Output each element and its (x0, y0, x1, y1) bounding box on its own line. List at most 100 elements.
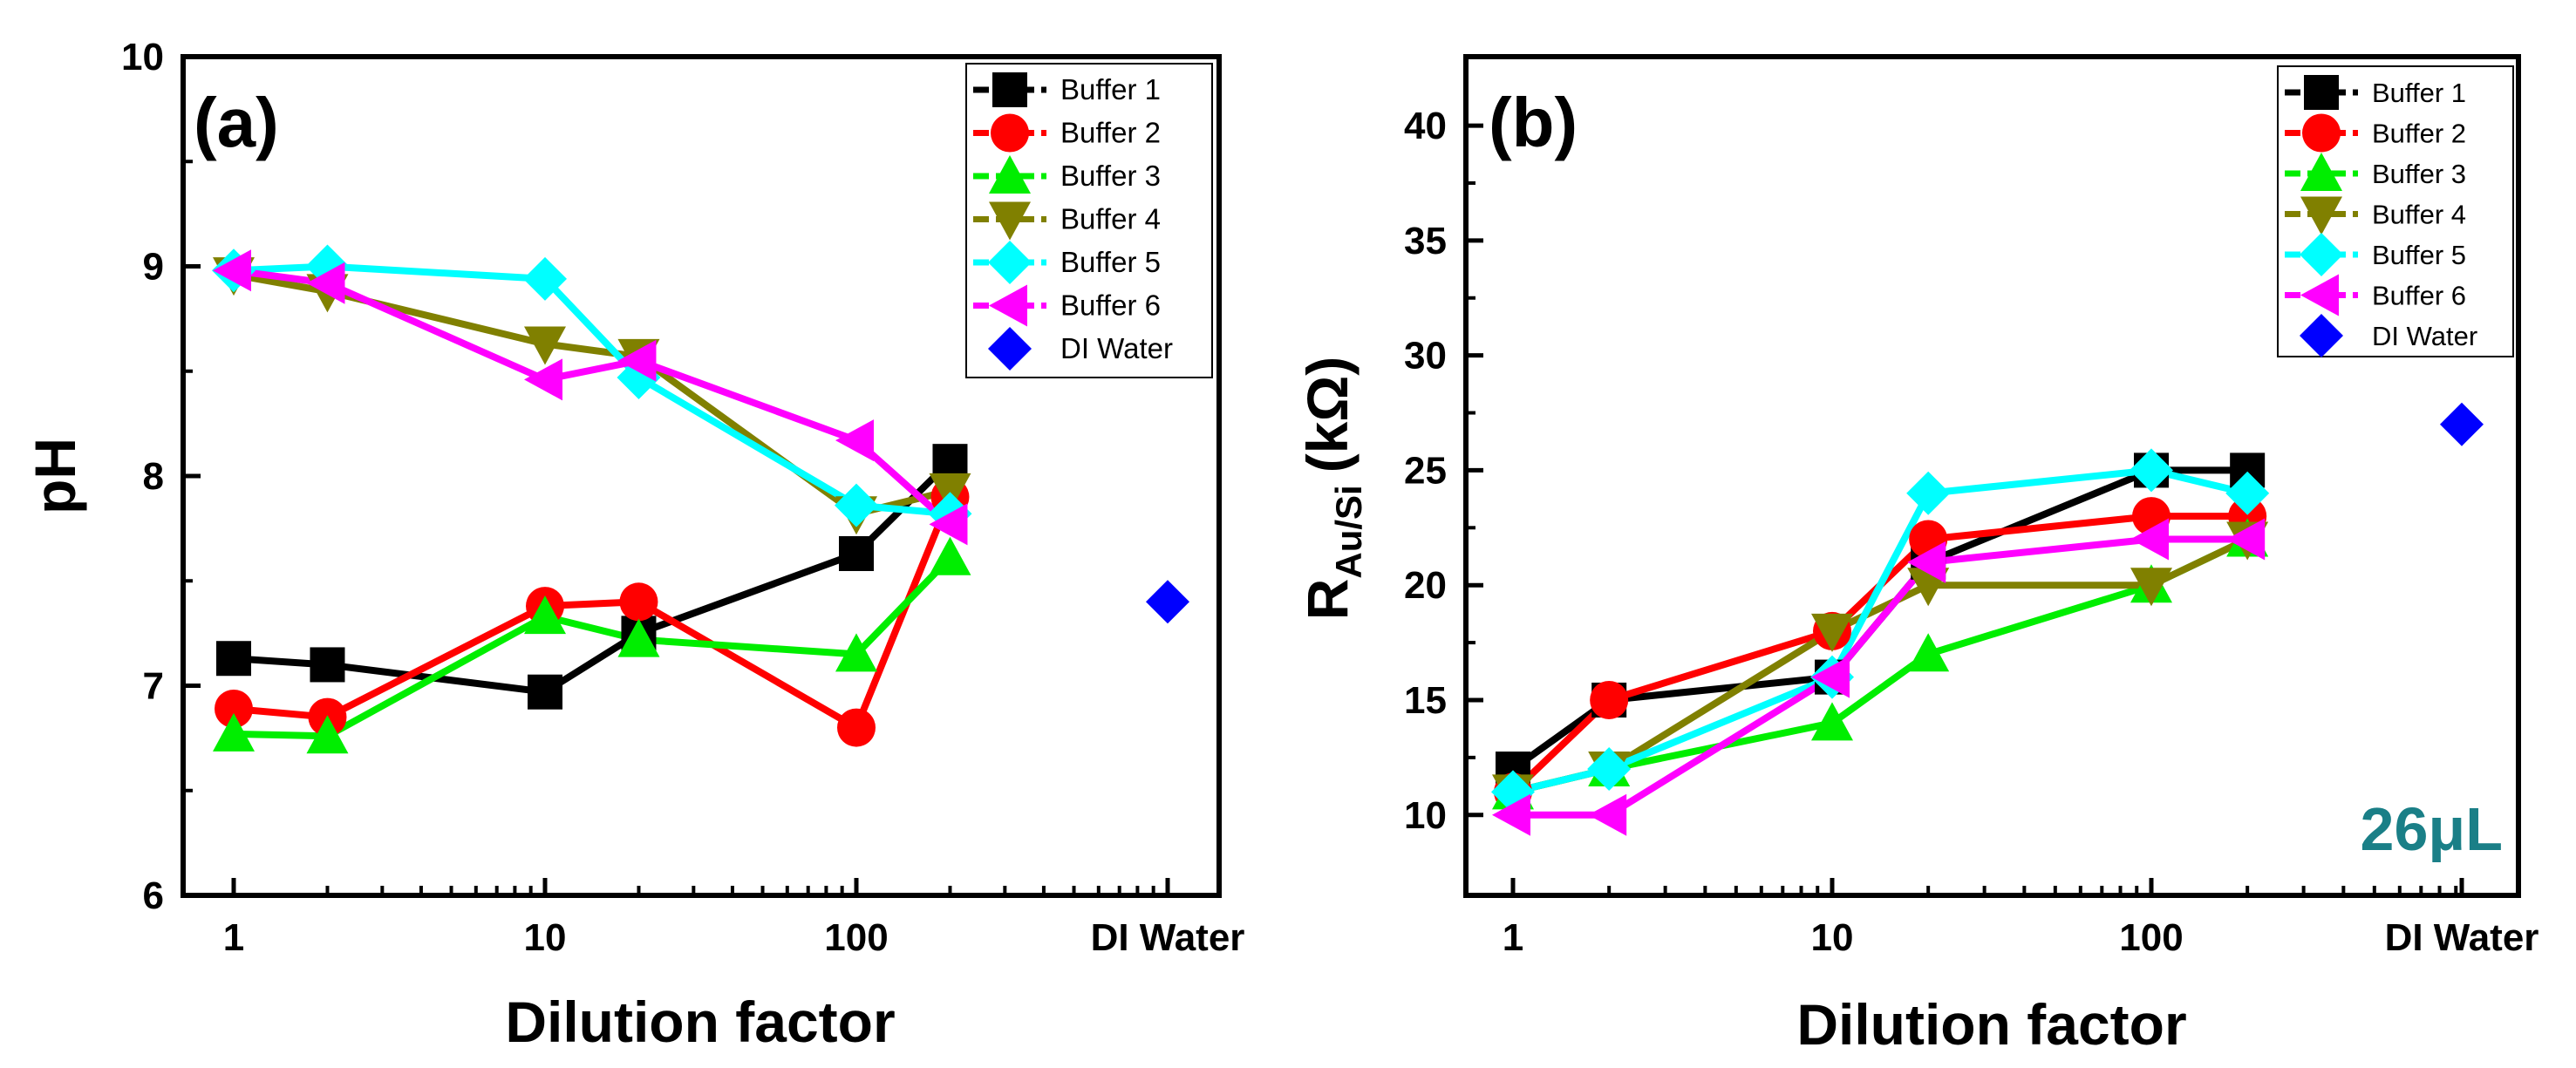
panel-a-point-buffer-3-2 (306, 715, 349, 754)
panel-a-x-tick-label-1: 1 (223, 916, 244, 959)
panel-a-point-buffer-5-100 (835, 483, 878, 527)
panel-b-legend-label-buffer-3: Buffer 3 (2372, 159, 2466, 189)
panel-b-point-buffer-6-100 (2130, 518, 2169, 561)
panel-b-point-buffer-6-1 (1492, 793, 1530, 836)
panel-a-point-buffer-6-100 (835, 419, 874, 462)
panel-a-legend-marker-buffer-4 (989, 201, 1031, 241)
panel-a-point-buffer-2-20 (619, 582, 658, 622)
panel-b-legend-marker-buffer-1 (2304, 75, 2339, 110)
panel-a-line-buffer-3 (233, 555, 953, 740)
panel-b-legend-marker-buffer-6 (2300, 274, 2339, 316)
panel-b-legend-marker-buffer-4 (2300, 196, 2342, 235)
panel-b-point-buffer-6-10 (1811, 656, 1850, 698)
panel-a-legend-label-buffer-4: Buffer 4 (1060, 203, 1161, 235)
panel-a-point-buffer-3-1 (213, 712, 255, 752)
panel-a-point-buffer-3-20 (617, 618, 660, 657)
panel-a-y-axis-title: pH (23, 438, 87, 514)
panel-b-y-axis-title-unit: (kΩ) (1295, 357, 1360, 473)
panel-b-legend-label-buffer-2: Buffer 2 (2372, 119, 2466, 149)
panel-b-point-buffer-6-200 (2226, 518, 2266, 561)
panel-a-point-buffer-3-200 (929, 536, 971, 575)
panel-b-point-buffer-6-2 (1588, 793, 1627, 836)
panel-b-y-tick-label-25: 25 (1404, 449, 1447, 492)
panel-b-x-tick-label-10: 10 (1811, 916, 1854, 959)
panel-b-x-tick-label-di-water: DI Water (2385, 916, 2539, 959)
panel-a-legend-marker-buffer-2 (991, 113, 1029, 153)
panel-b-point-buffer-3-20 (1907, 633, 1950, 672)
panel-a-x-tick-label-100: 100 (824, 916, 888, 959)
panel-a-point-buffer-1-1 (216, 641, 251, 677)
panel-a-point-buffer-1-100 (839, 535, 874, 571)
panel-a-legend-marker-buffer-1 (992, 72, 1027, 107)
panel-b-x-axis-title: Dilution factor (1796, 992, 2186, 1057)
panel-b-legend: Buffer 1 Buffer 2 Buffer 3 Buffer 4 Buffer 5… (2277, 65, 2514, 357)
panel-b-y-axis-title: RAu/Si (kΩ) (1295, 357, 1369, 621)
panel-a-legend-label-di-water: DI Water (1060, 332, 1173, 364)
panel-a-label: (a) (194, 84, 279, 161)
panel-a-legend-label-buffer-6: Buffer 6 (1060, 289, 1161, 322)
panel-a-point-buffer-1-200 (932, 444, 968, 480)
panel-a-x-axis-title: Dilution factor (505, 990, 895, 1054)
panel-a-point-buffer-6-2 (306, 262, 345, 304)
panel-b-y-tick-label-15: 15 (1404, 679, 1447, 722)
panel-b-x-tick-label-1: 1 (1503, 916, 1523, 959)
panel-b-point-buffer-2-2 (1590, 680, 1629, 719)
panel-b-point-buffer-5-200 (2225, 471, 2270, 515)
panel-a-point-buffer-6-20 (617, 339, 657, 382)
panel-a-legend-marker-buffer-3 (989, 155, 1031, 194)
panel-a-y-tick-label-9: 9 (143, 246, 164, 289)
panel-b-point-buffer-4-100 (2130, 568, 2172, 607)
panel-a-point-buffer-5-10 (523, 256, 567, 301)
panel-b-frame (1463, 54, 2521, 898)
panel-a-point-buffer-1-2 (310, 647, 345, 683)
panel-a-ticks: 1 10 100 DI Water 6 7 8 9 10 (121, 36, 1244, 959)
panel-b-point-buffer-3-10 (1811, 702, 1853, 741)
panel-b-point-buffer-5-100 (2130, 448, 2173, 493)
panel-b-y-tick-label-30: 30 (1404, 335, 1447, 378)
panel-a-legend-marker-di-water (988, 327, 1032, 371)
panel-a-legend-label-buffer-2: Buffer 2 (1060, 117, 1161, 149)
panel-b-legend-marker-buffer-3 (2300, 153, 2342, 191)
panel-a-legend-label-buffer-3: Buffer 3 (1060, 160, 1161, 192)
panel-a-x-tick-label-10: 10 (524, 916, 567, 959)
panel-b-y-tick-label-10: 10 (1404, 794, 1447, 837)
panel-b-legend-marker-buffer-2 (2302, 113, 2341, 153)
panel-b-point-buffer-5-20 (1906, 471, 1951, 515)
panel-a-legend-label-buffer-5: Buffer 5 (1060, 246, 1161, 278)
panel-a-legend-label-buffer-1: Buffer 1 (1060, 73, 1161, 105)
panel-b-legend-marker-di-water (2300, 314, 2343, 357)
panel-a-legend: Buffer 1 Buffer 2 Buffer 3 Buffer 4 Buffer 5… (965, 63, 1213, 378)
panel-b-volume-annotation: 26μL (2361, 795, 2503, 863)
panel-a-point-buffer-2-100 (837, 708, 876, 747)
panel-b-legend-marker-buffer-5 (2300, 233, 2343, 276)
panel-a: (a) Dilution factor pH 1 10 100 DI Water 6 7 8… (23, 36, 1244, 1054)
panel-a-point-buffer-1-10 (528, 674, 562, 710)
panel-b-y-tick-label-40: 40 (1404, 105, 1447, 147)
panel-a-point-buffer-3-100 (835, 633, 877, 672)
panel-a-y-tick-label-8: 8 (143, 455, 164, 498)
panel-b-point-buffer-6-20 (1907, 541, 1946, 583)
panel-a-point-di-water-di-water (1146, 580, 1189, 624)
panel-b-point-buffer-4-10 (1811, 613, 1853, 652)
panel-a-legend-marker-buffer-5 (988, 241, 1032, 284)
panel-a-point-buffer-6-200 (929, 503, 968, 546)
panel-a-markers (212, 244, 1189, 754)
panel-a-y-tick-label-6: 6 (143, 874, 164, 917)
panel-a-point-buffer-2-1 (215, 689, 253, 728)
panel-b-point-di-water-di-water (2440, 402, 2484, 446)
panel-b-label: (b) (1489, 84, 1578, 161)
panel-b-legend-label-di-water: DI Water (2372, 321, 2477, 351)
panel-b-legend-label-buffer-6: Buffer 6 (2372, 281, 2466, 311)
panel-b-ticks: 1 10 100 DI Water 10 15 20 25 30 35 40 (1404, 105, 2539, 959)
panel-b-legend-label-buffer-4: Buffer 4 (2372, 200, 2466, 230)
panel-b-y-axis-title-main: R (1295, 579, 1360, 621)
panel-a-legend-marker-buffer-6 (989, 284, 1027, 327)
panel-b-y-tick-label-20: 20 (1404, 564, 1447, 607)
panel-b: (b) Dilution factor RAu/Si(kΩ) 26μL 1 10 1… (1295, 54, 2539, 1057)
panel-a-point-buffer-6-1 (213, 249, 251, 292)
panel-a-y-tick-label-10: 10 (121, 36, 164, 78)
panel-a-x-tick-label-di-water: DI Water (1091, 916, 1245, 959)
